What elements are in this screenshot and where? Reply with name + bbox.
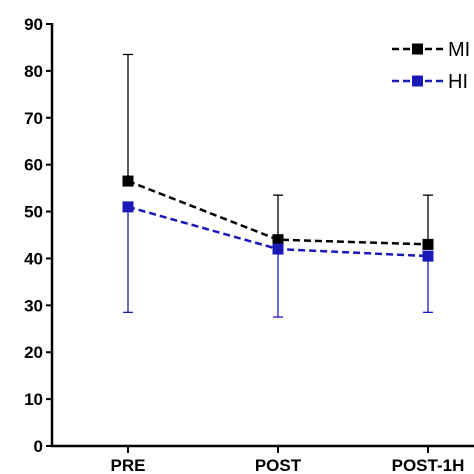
- axes: 0 10 20 30 40 50 60 70 80 90 PRE POST POST-1H: [24, 15, 474, 474]
- y-tick-label: 30: [24, 296, 43, 315]
- data-point: [272, 234, 284, 246]
- data-point: [122, 201, 134, 213]
- data-point: [422, 250, 434, 262]
- legend: MI HI: [392, 39, 470, 93]
- y-tick-label: 90: [24, 15, 43, 34]
- y-tick-label: 70: [24, 109, 43, 128]
- data-point: [272, 243, 284, 255]
- legend-label: MI: [448, 39, 470, 61]
- legend-marker: [412, 75, 423, 87]
- x-tick-label: PRE: [111, 456, 146, 474]
- y-tick-label: 50: [24, 203, 43, 222]
- y-tick-label: 20: [24, 343, 43, 362]
- legend-label: HI: [448, 71, 468, 93]
- data-point: [122, 175, 134, 187]
- x-tick-label: POST-1H: [392, 456, 465, 474]
- legend-marker: [412, 43, 423, 55]
- y-tick-label: 10: [24, 390, 43, 409]
- y-tick-label: 60: [24, 156, 43, 175]
- y-tick-label: 80: [24, 62, 43, 81]
- error-bars: [123, 53, 433, 318]
- data-points: [122, 175, 434, 262]
- data-point: [422, 238, 434, 250]
- y-tick-label: 40: [24, 249, 43, 268]
- y-tick-label: 0: [34, 437, 43, 456]
- x-tick-label: POST: [255, 456, 302, 474]
